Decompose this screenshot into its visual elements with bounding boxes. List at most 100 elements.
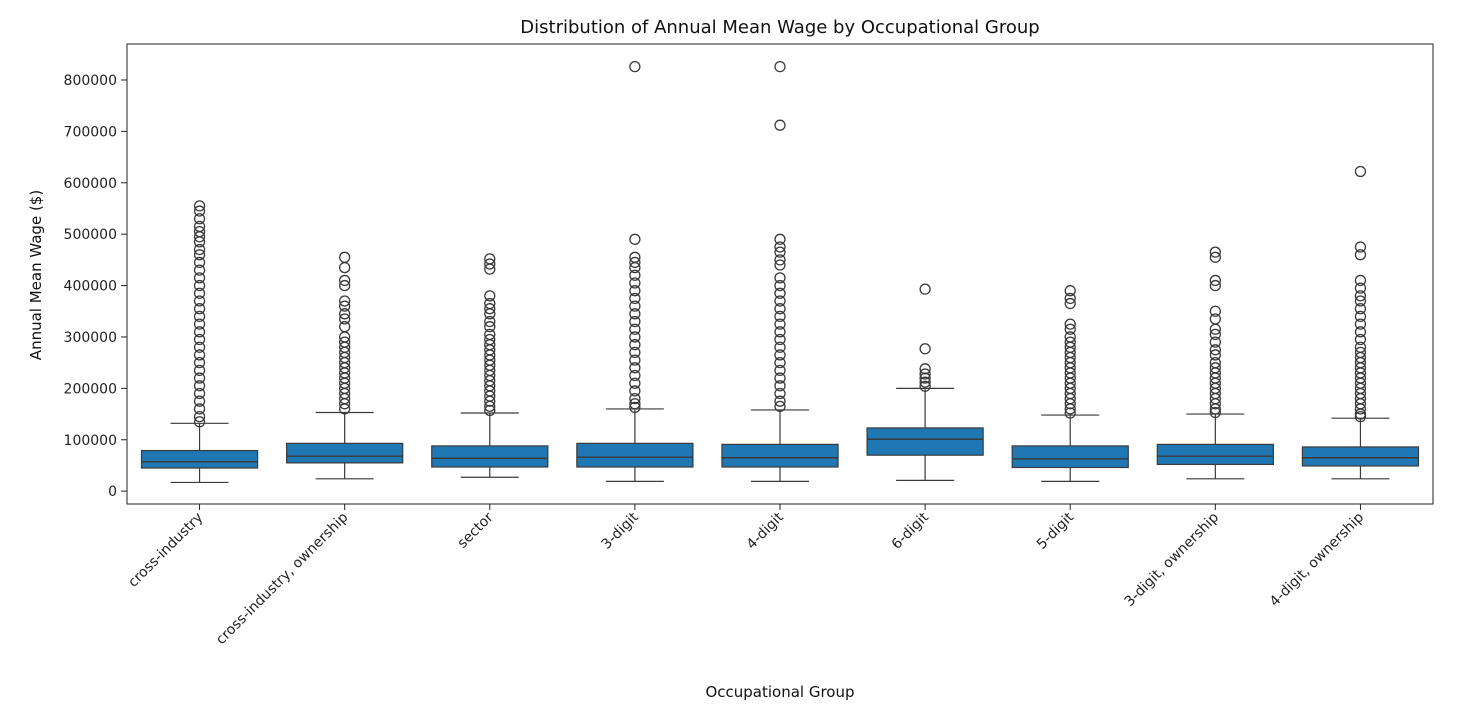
outlier-point <box>1209 246 1221 258</box>
outlier-point <box>919 343 931 355</box>
outlier-point <box>774 241 786 253</box>
outlier-point <box>1209 328 1221 341</box>
outlier-point <box>1064 285 1076 297</box>
outlier-point <box>1064 398 1076 410</box>
outlier-point <box>484 400 496 412</box>
outlier-point <box>193 213 206 225</box>
outlier-point <box>774 357 786 369</box>
outlier-point <box>629 269 641 281</box>
y-tick-label: 800000 <box>64 73 117 89</box>
outlier-point <box>193 395 206 407</box>
outlier-point <box>774 254 786 266</box>
outlier-point <box>193 249 206 261</box>
x-tick-label: 4-digit <box>744 509 787 552</box>
box-group <box>1156 246 1274 480</box>
outlier-point <box>629 285 641 297</box>
box-group <box>866 283 984 481</box>
outlier-point <box>774 349 786 361</box>
outlier-point <box>484 263 496 275</box>
outlier-point <box>629 315 641 328</box>
outlier-point <box>1209 251 1221 263</box>
outlier-point <box>629 60 641 73</box>
outlier-point <box>193 403 206 415</box>
outlier-point <box>629 354 641 366</box>
box-group <box>431 253 549 478</box>
y-tick-label: 300000 <box>64 330 117 346</box>
chart-title: Distribution of Annual Mean Wage by Occu… <box>520 17 1039 38</box>
outlier-point <box>484 290 496 302</box>
outlier-point <box>774 233 786 245</box>
outlier-point <box>629 401 641 414</box>
y-tick-label: 100000 <box>64 433 117 449</box>
x-tick-label: cross-industry <box>125 510 206 591</box>
outlier-point <box>1064 403 1076 415</box>
outlier-point <box>774 60 786 73</box>
outlier-point <box>339 274 351 287</box>
y-tick-label: 600000 <box>64 176 117 192</box>
outlier-point <box>339 313 351 325</box>
outlier-point <box>339 300 351 312</box>
outlier-point <box>1354 290 1367 302</box>
outlier-point <box>1209 274 1221 287</box>
outlier-point <box>774 295 786 307</box>
outlier-point <box>1209 313 1221 325</box>
outlier-point <box>339 308 351 320</box>
outlier-point <box>193 387 206 400</box>
outlier-point <box>629 261 641 274</box>
outlier-point <box>1354 333 1367 346</box>
outlier-point <box>1354 303 1367 315</box>
outlier-point <box>1064 297 1076 310</box>
outlier-point <box>774 259 786 271</box>
outlier-point <box>1354 274 1367 287</box>
y-axis-ticks: 0 100000 200000 300000 400000 500000 600000 700… <box>64 73 127 500</box>
outlier-point <box>1354 249 1367 261</box>
outlier-point <box>1064 407 1076 419</box>
outlier-point <box>629 233 641 245</box>
x-tick-label: sector <box>455 509 497 551</box>
iqr-box <box>576 442 694 468</box>
outlier-point <box>1354 318 1367 330</box>
x-tick-label: 6-digit <box>889 509 932 552</box>
outlier-point <box>193 333 206 346</box>
outlier-point <box>339 321 351 333</box>
outlier-point <box>919 376 931 388</box>
outlier-point <box>1209 406 1221 419</box>
outlier-point <box>484 404 496 417</box>
y-tick-label: 200000 <box>64 381 117 397</box>
outlier-point <box>193 279 206 292</box>
outlier-point <box>339 295 351 307</box>
outlier-point <box>193 341 206 353</box>
outlier-point <box>339 398 351 410</box>
outlier-point <box>193 287 206 299</box>
iqr-box <box>431 445 549 468</box>
outlier-point <box>919 380 931 392</box>
iqr-box <box>721 443 839 468</box>
outlier-point <box>774 387 786 400</box>
outlier-point <box>193 205 206 217</box>
iqr-box <box>1011 445 1129 469</box>
outlier-point <box>629 377 641 389</box>
outlier-point <box>1354 165 1367 178</box>
outlier-point <box>774 310 786 323</box>
x-tick-label: 4-digit, ownership <box>1267 509 1368 610</box>
x-axis-label: Occupational Group <box>705 683 854 701</box>
outlier-point <box>774 303 786 315</box>
box-series <box>140 60 1420 484</box>
outlier-point <box>1354 403 1367 415</box>
iqr-box <box>140 449 259 469</box>
outlier-point <box>1064 318 1076 330</box>
outlier-point <box>339 279 351 292</box>
outlier-point <box>1354 295 1367 307</box>
outlier-point <box>193 310 206 323</box>
outlier-point <box>629 292 641 305</box>
outlier-point <box>774 318 786 330</box>
outlier-point <box>919 372 931 384</box>
iqr-box <box>866 427 984 456</box>
outlier-point <box>339 251 351 263</box>
outlier-point <box>629 308 641 320</box>
outlier-point <box>484 308 496 320</box>
outlier-point <box>193 410 206 423</box>
outlier-point <box>193 326 206 338</box>
outlier-point <box>774 333 786 346</box>
